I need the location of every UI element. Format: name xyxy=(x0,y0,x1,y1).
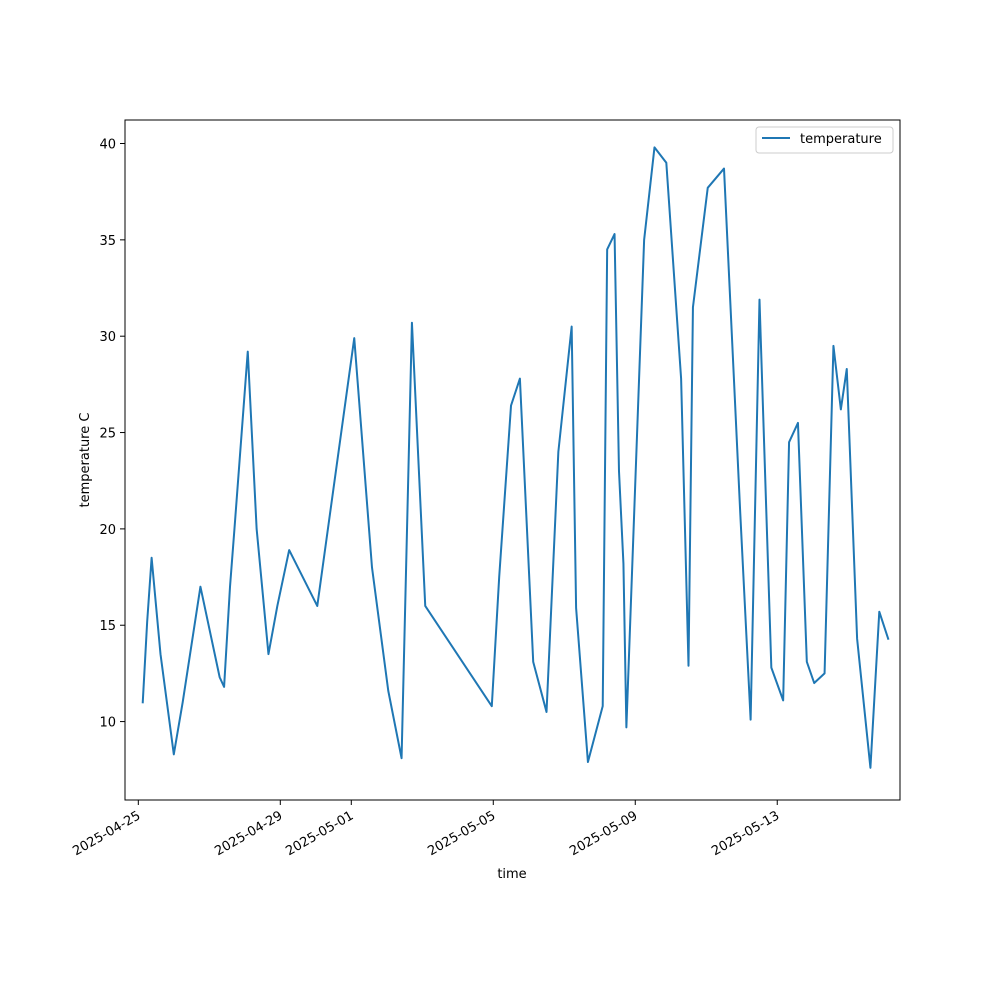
x-tick-label: 2025-05-09 xyxy=(567,808,640,859)
y-axis: 10 15 20 25 30 35 40 xyxy=(99,138,125,731)
x-tick-label: 2025-05-13 xyxy=(709,808,782,859)
y-tick-label: 10 xyxy=(99,716,116,731)
x-tick-label: 2025-04-29 xyxy=(212,808,285,859)
x-tick-label: 2025-05-01 xyxy=(283,808,356,859)
plot-frame xyxy=(124,119,901,801)
y-tick-label: 40 xyxy=(99,138,116,153)
y-tick-label: 20 xyxy=(99,523,116,538)
temperature-series-line xyxy=(141,146,890,769)
legend-box xyxy=(755,126,894,154)
x-tick-label: 2025-04-25 xyxy=(70,808,143,859)
y-axis-title: temperature C xyxy=(78,413,93,508)
y-tick-label: 30 xyxy=(99,330,116,345)
x-axis-title: time xyxy=(497,867,526,882)
y-tick-label: 15 xyxy=(99,619,116,634)
y-tick-label: 35 xyxy=(99,234,116,249)
x-tick-label: 2025-05-05 xyxy=(425,808,498,859)
legend: temperature xyxy=(755,126,894,154)
y-tick-label: 25 xyxy=(99,427,116,442)
legend-label: temperature xyxy=(800,132,882,147)
